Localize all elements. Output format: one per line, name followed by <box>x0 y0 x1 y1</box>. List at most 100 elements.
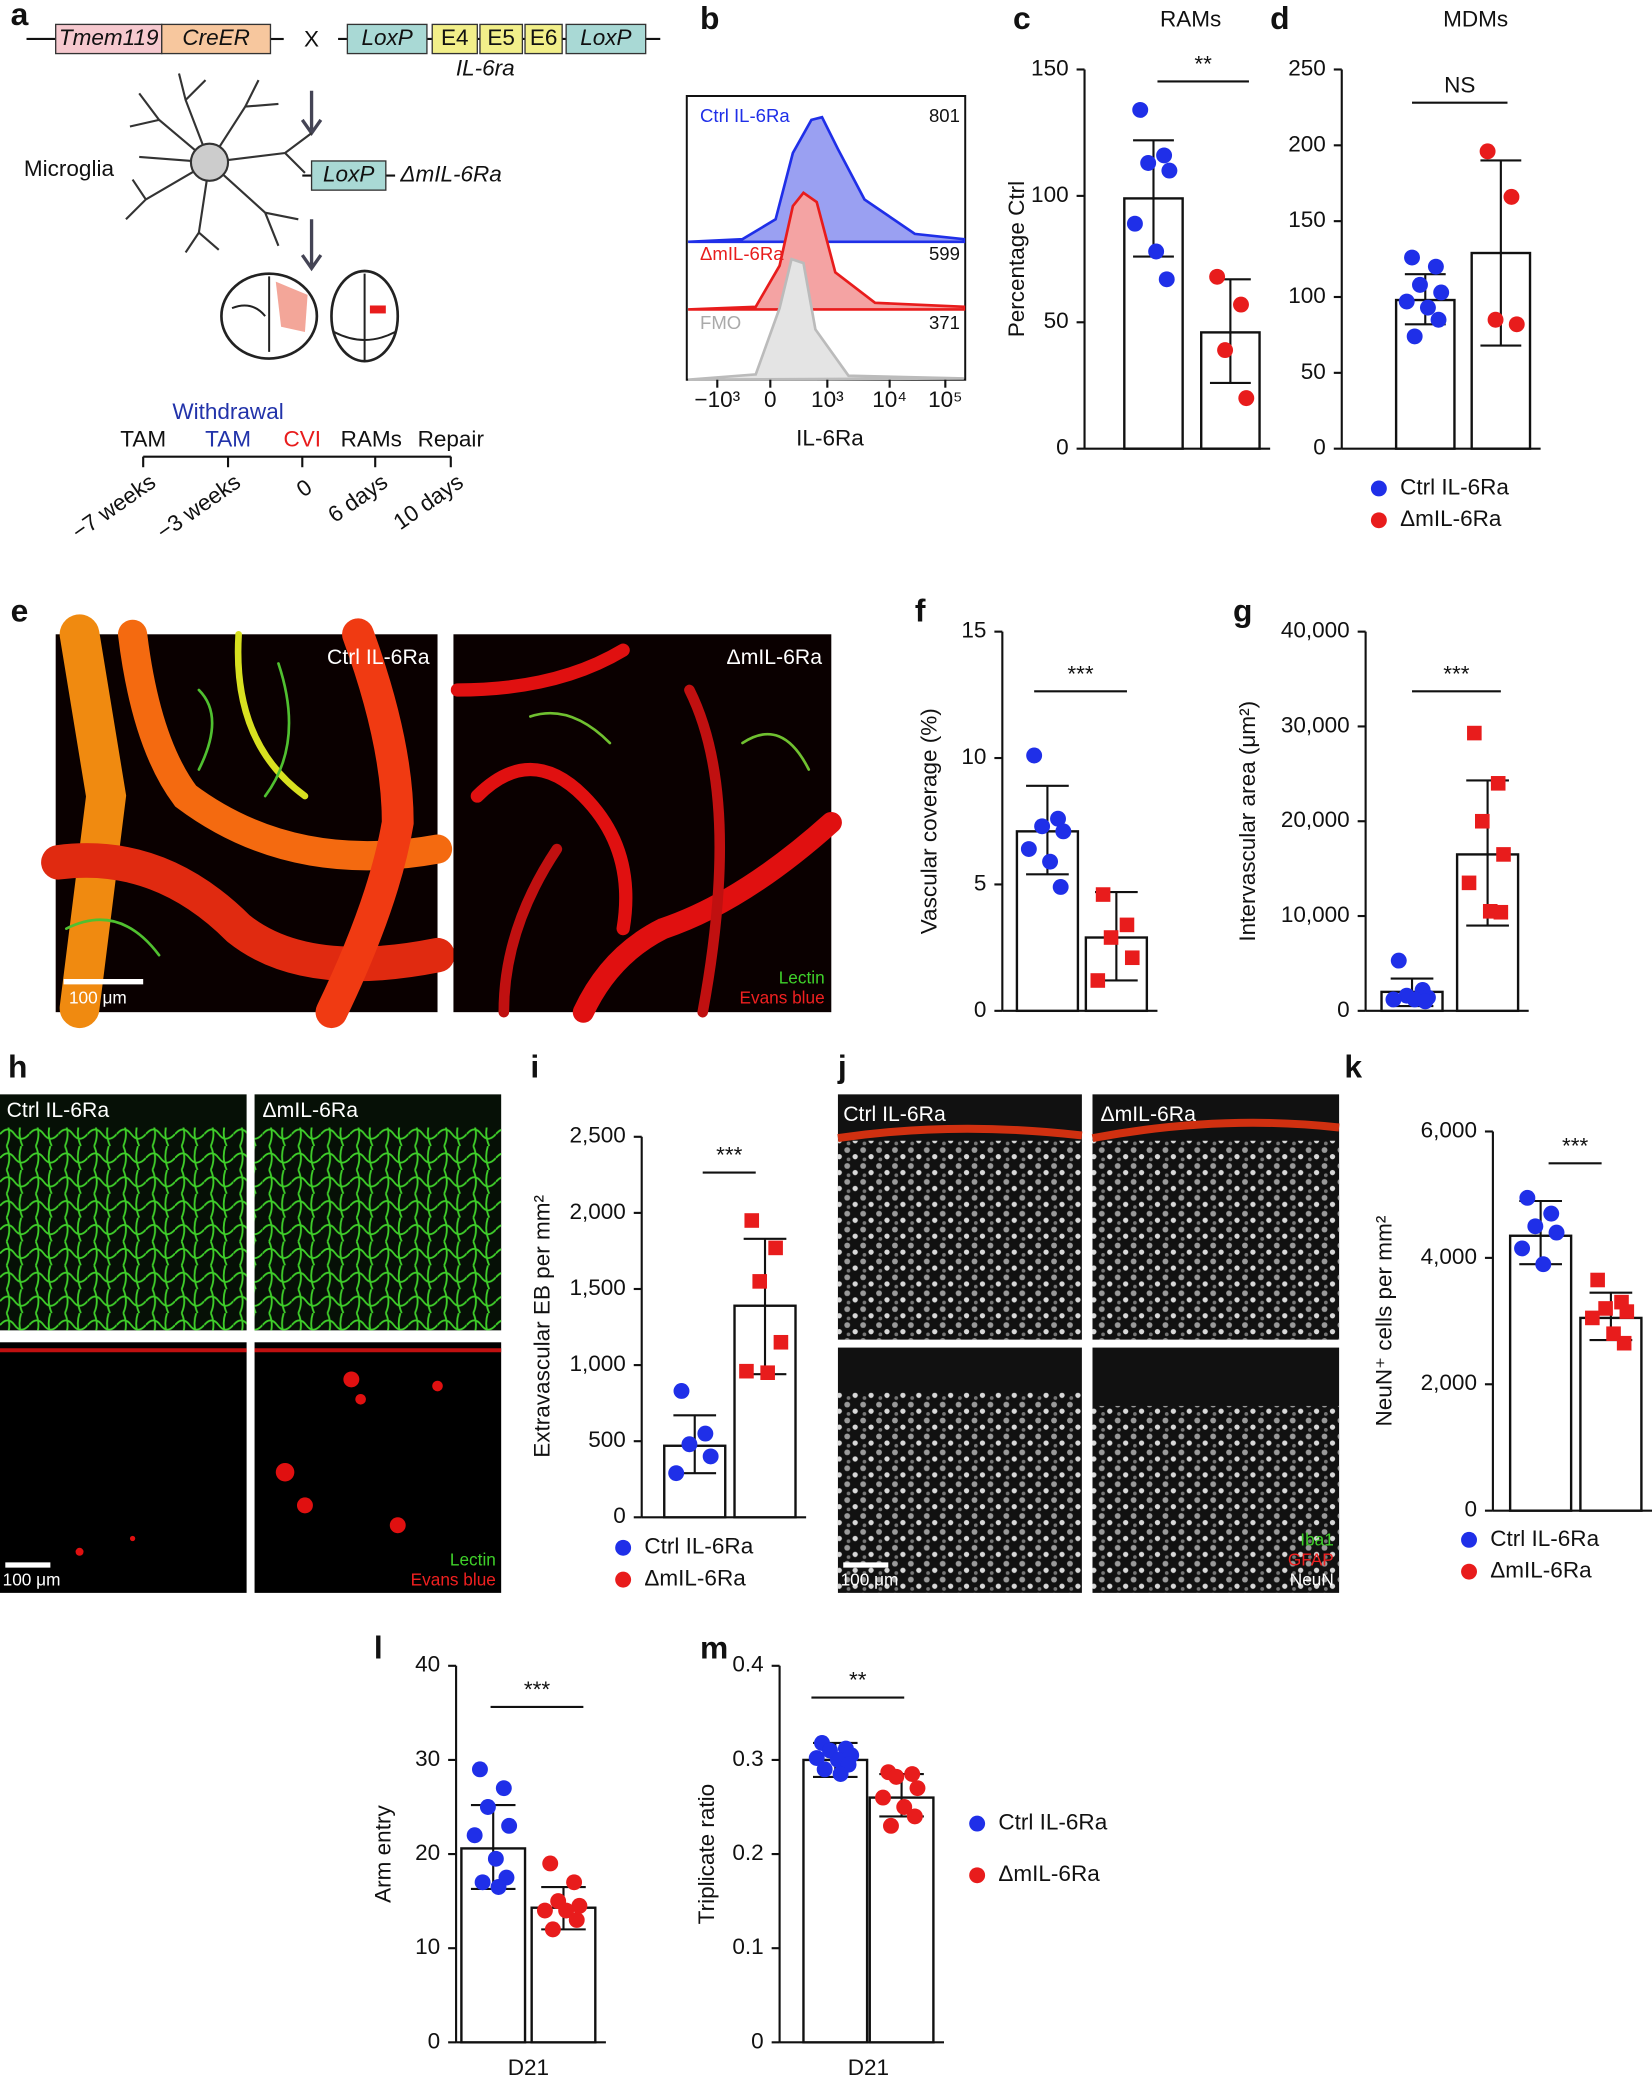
data-point <box>558 1902 575 1919</box>
data-point <box>668 1465 685 1482</box>
y-tick-label: 150 <box>1031 55 1069 80</box>
panel-label: e <box>11 592 29 628</box>
y-axis-label: Arm entry <box>370 1805 395 1903</box>
image-label: ΔmIL-6Ra <box>263 1099 359 1122</box>
y-tick-label: 20,000 <box>1281 807 1350 832</box>
y-tick-label: 40,000 <box>1281 618 1350 643</box>
legend-marker <box>1461 1531 1477 1548</box>
gene-label: LoxP <box>323 162 374 187</box>
data-point <box>1103 930 1119 945</box>
x-tick-label: 10⁵ <box>928 387 962 412</box>
x-axis-label: IL-6Ra <box>796 425 864 450</box>
legend-label: ΔmIL-6Ra <box>1490 1558 1592 1583</box>
data-point <box>896 1799 913 1815</box>
y-tick-label: 15 <box>961 618 986 643</box>
bar <box>868 1796 935 2044</box>
exon-box <box>479 23 524 55</box>
data-point <box>1467 725 1482 741</box>
data-point <box>1479 143 1496 160</box>
y-axis-label: Vascular coverage (%) <box>917 708 942 934</box>
population-count: 371 <box>929 312 960 333</box>
y-tick-label: 0 <box>1464 1497 1477 1522</box>
y-axis-label: Extravascular EB per mm² <box>530 1195 555 1458</box>
data-point <box>760 1365 775 1380</box>
data-point <box>1427 258 1444 275</box>
data-point <box>1430 311 1447 328</box>
data-point <box>1090 973 1106 988</box>
y-axis-label: Triplicate ratio <box>694 1784 719 1925</box>
x-tick-label: −10³ <box>694 387 740 412</box>
panel-label: d <box>1270 0 1289 36</box>
data-point <box>808 1750 825 1767</box>
data-point <box>472 1761 488 1778</box>
data-point <box>1433 284 1450 301</box>
data-point <box>1598 1301 1613 1316</box>
population-label: FMO <box>700 312 741 333</box>
arrow <box>300 219 323 272</box>
data-point <box>479 1799 496 1815</box>
y-tick-label: 0.3 <box>732 1746 763 1771</box>
data-point <box>1519 1189 1536 1206</box>
data-point <box>1493 904 1509 920</box>
data-point <box>1461 875 1477 891</box>
y-tick-label: 0.2 <box>732 1840 763 1865</box>
data-point <box>1535 1256 1552 1273</box>
significance-label: NS <box>1444 73 1475 98</box>
data-point <box>1527 1218 1544 1235</box>
panel-label: f <box>915 592 926 628</box>
scale-bar-label: 100 μm <box>3 1569 61 1589</box>
timeline-time: 0 <box>292 474 317 502</box>
panel-label: h <box>8 1049 27 1085</box>
data-point <box>773 1334 789 1350</box>
vessels <box>450 643 842 1023</box>
data-point <box>1406 328 1423 345</box>
bar <box>1015 830 1080 1013</box>
y-tick-label: 10 <box>415 1934 440 1959</box>
y-tick-label: 150 <box>1288 207 1326 232</box>
legend-label: Ctrl IL-6Ra <box>1400 474 1509 499</box>
data-point <box>466 1827 483 1844</box>
data-point <box>1508 316 1525 333</box>
channel-label: Lectin <box>450 1550 496 1570</box>
timeline-note: Withdrawal <box>172 399 283 424</box>
y-tick-label: 0 <box>1337 997 1350 1022</box>
data-point <box>909 1780 926 1797</box>
image-label: ΔmIL-6Ra <box>727 646 823 669</box>
timeline-event: TAM <box>205 427 251 452</box>
y-tick-label: 2,000 <box>569 1199 625 1224</box>
image-label: ΔmIL-6Ra <box>1100 1103 1196 1126</box>
timeline-event: Repair <box>418 427 485 452</box>
exon-box <box>524 23 563 55</box>
y-tick-label: 4,000 <box>1421 1244 1477 1269</box>
gene-label: LoxP <box>580 25 631 50</box>
x-tick-label: 10⁴ <box>872 387 907 412</box>
y-tick-label: 0 <box>751 2028 764 2053</box>
chart-title: MDMs <box>1443 6 1508 31</box>
gene-box <box>565 23 647 55</box>
data-point <box>1616 1335 1632 1351</box>
data-point <box>566 1874 583 1891</box>
population-count: 599 <box>929 243 960 264</box>
y-tick-label: 100 <box>1288 283 1326 308</box>
data-point <box>487 1850 504 1867</box>
exon-label: E4 <box>441 25 469 50</box>
data-point <box>1126 215 1143 232</box>
channel-label: Lectin <box>779 968 825 988</box>
data-point <box>1514 1240 1531 1257</box>
y-tick-label: 30 <box>415 1746 440 1771</box>
data-point <box>1052 879 1069 895</box>
cell-label: Microglia <box>24 156 115 181</box>
gene-label: LoxP <box>361 25 412 50</box>
exon-box <box>431 23 478 55</box>
data-point <box>501 1817 518 1834</box>
y-tick-label: 250 <box>1288 55 1326 80</box>
image-label: Ctrl IL-6Ra <box>327 646 430 669</box>
brain-icons <box>220 269 400 363</box>
cross-label: X <box>304 26 319 51</box>
data-point <box>1148 243 1165 260</box>
gene-box <box>161 23 272 55</box>
data-point <box>832 1766 849 1783</box>
data-point <box>888 1768 905 1785</box>
legend-marker <box>615 1571 632 1588</box>
